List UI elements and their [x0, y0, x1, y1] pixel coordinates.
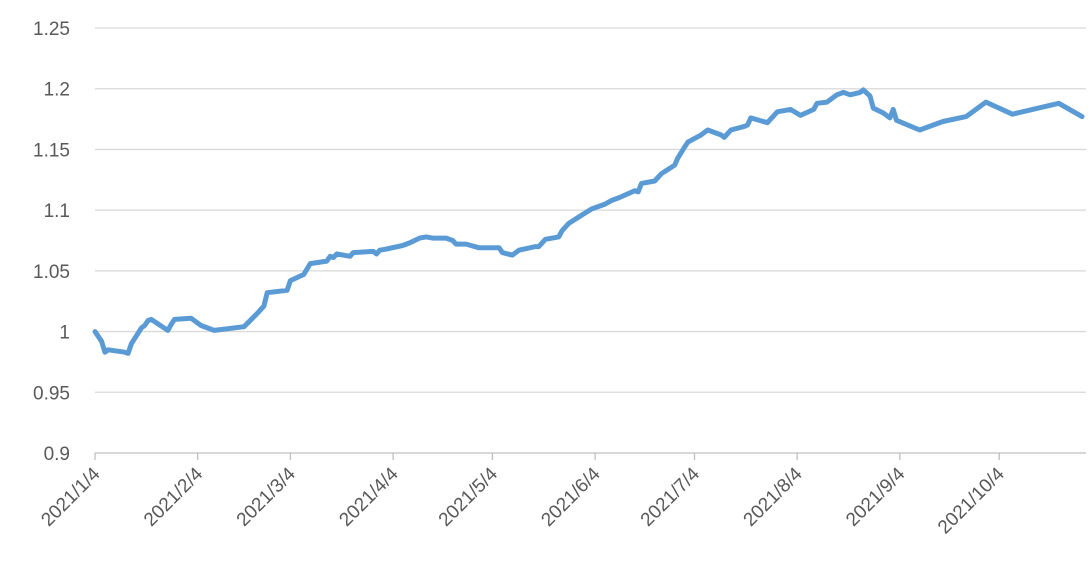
x-tick-label: 2021/2/4: [140, 463, 207, 530]
line: [92, 87, 1085, 356]
x-tick-label: 2021/5/4: [435, 463, 502, 530]
y-tick-label: 1.25: [33, 19, 70, 40]
y-tick-label: 1: [59, 323, 70, 344]
y-tick-label: 1.15: [33, 140, 70, 161]
x-tick-label: 2021/8/4: [740, 463, 807, 530]
x-tick-label: 2021/9/4: [842, 463, 909, 530]
y-tick-label: 1.2: [44, 80, 70, 101]
y-tick-label: 1.05: [33, 262, 70, 283]
x-tick-label: 2021/7/4: [637, 463, 704, 530]
y-tick-label: 0.95: [33, 383, 70, 404]
x-tick-label: 2021/4/4: [335, 463, 402, 530]
x-tick-label: 2021/3/4: [233, 463, 300, 530]
x-tick-label: 2021/6/4: [538, 463, 605, 530]
y-tick-label: 1.1: [44, 201, 70, 222]
y-tick-label: 0.9: [44, 444, 70, 465]
x-tick-label: 2021/1/4: [37, 463, 104, 530]
x-tick-label: 2021/10/4: [934, 463, 1009, 538]
